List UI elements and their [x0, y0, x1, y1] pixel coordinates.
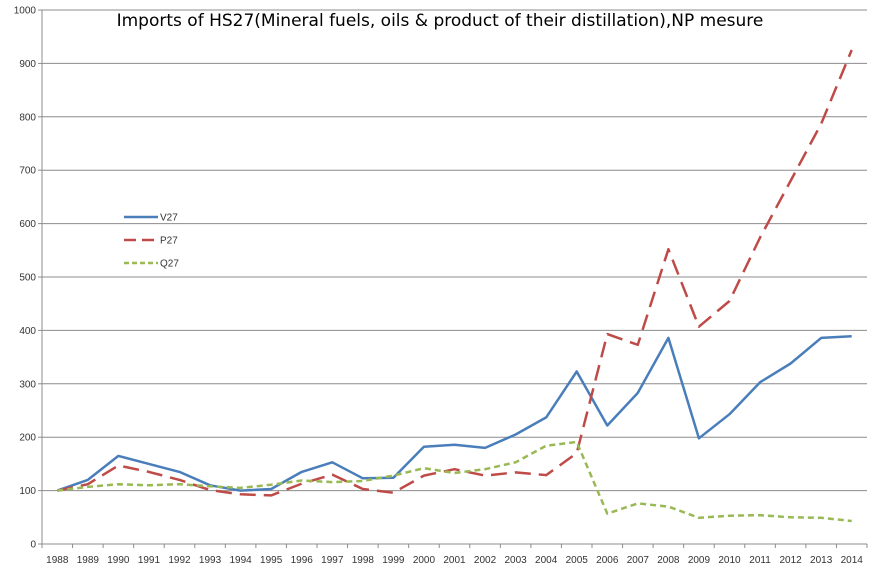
x-tick-label: 1998 — [352, 555, 375, 566]
x-tick-label: 1989 — [77, 555, 100, 566]
x-tick-label: 2004 — [535, 555, 558, 566]
chart-title: Imports of HS27(Mineral fuels, oils & pr… — [117, 11, 764, 31]
y-axis-tick-labels: 0 100 200 300 400 500 600 700 800 900 1000 — [14, 6, 37, 551]
axes — [38, 9, 868, 548]
x-tick-label: 2006 — [596, 555, 619, 566]
y-tick-label: 200 — [19, 433, 36, 444]
x-tick-label: 2002 — [474, 555, 497, 566]
x-tick-label: 1990 — [107, 555, 130, 566]
x-tick-label: 2007 — [627, 555, 650, 566]
series-line-v27 — [56, 335, 852, 492]
gridlines — [42, 9, 867, 492]
x-axis-tick-labels: 1988 1989 1990 1991 1992 1993 1994 1995 1996 1997… — [46, 555, 863, 566]
y-tick-label: 500 — [19, 273, 36, 284]
legend-label-p27: P27 — [160, 236, 178, 247]
x-tick-label: 1991 — [138, 555, 161, 566]
legend-label-q27: Q27 — [160, 259, 179, 270]
y-tick-label: 700 — [19, 166, 36, 177]
y-tick-label: 0 — [30, 540, 36, 551]
y-tick-label: 100 — [19, 486, 36, 497]
x-tick-label: 1993 — [199, 555, 222, 566]
x-tick-label: 2012 — [779, 555, 802, 566]
x-tick-label: 2000 — [413, 555, 436, 566]
legend-label-v27: V27 — [160, 213, 178, 224]
legend: V27 P27 Q27 — [124, 213, 179, 270]
x-tick-label: 2008 — [657, 555, 680, 566]
y-tick-label: 800 — [19, 112, 36, 123]
series-line-p27 — [57, 49, 853, 497]
x-tick-label: 1999 — [382, 555, 405, 566]
series-line-q27 — [57, 440, 852, 523]
y-tick-label: 600 — [19, 219, 36, 230]
x-tick-label: 2011 — [749, 555, 771, 566]
series-lines — [56, 49, 853, 523]
x-tick-label: 1997 — [321, 555, 344, 566]
y-tick-label: 1000 — [14, 6, 37, 17]
x-tick-label: 1992 — [168, 555, 191, 566]
x-tick-label: 2013 — [810, 555, 833, 566]
x-tick-label: 1995 — [260, 555, 283, 566]
x-tick-label: 2010 — [718, 555, 741, 566]
x-tick-label: 2009 — [688, 555, 711, 566]
x-tick-label: 2001 — [443, 555, 466, 566]
x-tick-label: 2003 — [504, 555, 527, 566]
x-tick-label: 1988 — [46, 555, 69, 566]
y-tick-label: 300 — [19, 379, 36, 390]
x-tick-label: 1994 — [229, 555, 252, 566]
x-tick-label: 2005 — [566, 555, 589, 566]
y-tick-label: 900 — [19, 59, 36, 70]
x-tick-label: 2014 — [841, 555, 864, 566]
y-tick-label: 400 — [19, 326, 36, 337]
x-tick-label: 1996 — [291, 555, 314, 566]
